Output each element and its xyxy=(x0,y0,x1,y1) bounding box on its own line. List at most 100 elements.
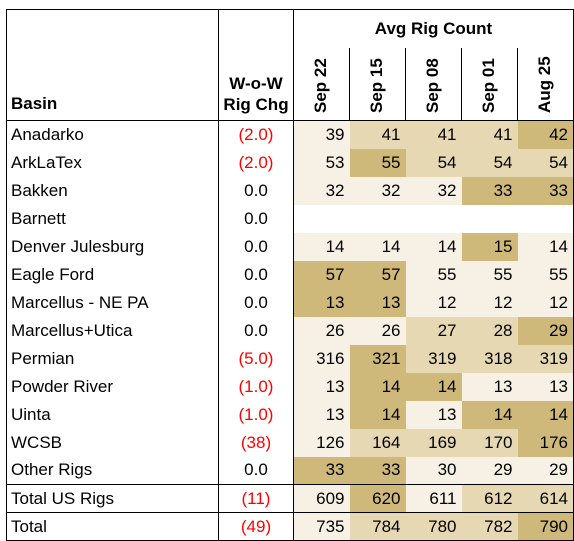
rig-count-cell: 614 xyxy=(517,484,574,513)
rig-count-cell: 612 xyxy=(461,484,518,513)
rig-count-cell: 14 xyxy=(517,232,574,261)
rig-count-cell: 57 xyxy=(293,260,350,289)
table-row: Powder River (1.0) 13 14 14 13 13 xyxy=(6,372,574,401)
rig-count-cell: 26 xyxy=(293,316,350,345)
wow-change-cell: 0.0 xyxy=(218,176,294,205)
rig-count-cell: 13 xyxy=(405,400,462,429)
basin-name-cell: Denver Julesburg xyxy=(6,232,219,261)
wow-change-cell: 0.0 xyxy=(218,260,294,289)
table-row: Denver Julesburg 0.0 14 14 14 15 14 xyxy=(6,232,574,261)
basin-name-cell: ArkLaTex xyxy=(6,148,219,177)
date-header: Sep 08 xyxy=(405,48,462,121)
rig-count-cell: 13 xyxy=(349,288,406,317)
rig-count-cell: 41 xyxy=(349,120,406,149)
wow-change-cell: 0.0 xyxy=(218,232,294,261)
rig-count-cell: 12 xyxy=(461,288,518,317)
rig-count-cell: 13 xyxy=(293,288,350,317)
rig-count-cell: 14 xyxy=(405,232,462,261)
table-row: Marcellus+Utica 0.0 26 26 27 28 29 xyxy=(6,316,574,345)
rig-count-cell: 170 xyxy=(461,428,518,457)
date-header-label: Sep 22 xyxy=(311,58,330,113)
rig-count-cell: 32 xyxy=(293,176,350,205)
rig-count-cell: 29 xyxy=(517,316,574,345)
rig-count-cell: 29 xyxy=(517,456,574,485)
rig-count-cell: 55 xyxy=(405,260,462,289)
total-row: Total US Rigs (11) 609 620 611 612 614 xyxy=(6,484,574,513)
rig-count-cell: 13 xyxy=(293,372,350,401)
rig-count-cell: 54 xyxy=(461,148,518,177)
wow-change-cell: (1.0) xyxy=(218,372,294,401)
basin-name-cell: Total US Rigs xyxy=(6,484,219,513)
rig-count-cell: 13 xyxy=(517,372,574,401)
rig-count-cell: 735 xyxy=(293,512,350,541)
wow-column-header: W-o-W Rig Chg xyxy=(218,9,294,121)
basin-name-cell: Barnett xyxy=(6,204,219,233)
rig-count-cell: 316 xyxy=(293,344,350,373)
table-row: Permian (5.0) 316 321 319 318 319 xyxy=(6,344,574,373)
rig-count-cell: 53 xyxy=(293,148,350,177)
rig-count-cell xyxy=(294,205,350,233)
total-row: Total (49) 735 784 780 782 790 xyxy=(6,512,574,541)
date-header: Sep 01 xyxy=(461,48,518,121)
wow-change-cell: (11) xyxy=(218,484,294,513)
rig-count-cell: 42 xyxy=(517,120,574,149)
rig-count-cell: 55 xyxy=(461,260,518,289)
rig-count-cell: 28 xyxy=(461,316,518,345)
wow-change-cell: (38) xyxy=(218,428,294,457)
rig-count-cell: 14 xyxy=(349,232,406,261)
rig-count-cell: 13 xyxy=(461,372,518,401)
rig-count-cell xyxy=(517,204,574,233)
rig-count-cell: 32 xyxy=(405,176,462,205)
date-header: Sep 15 xyxy=(349,48,406,121)
date-header-label: Aug 25 xyxy=(535,56,554,113)
rig-count-cell xyxy=(406,205,462,233)
rig-count-cell: 611 xyxy=(405,484,462,513)
rig-count-cell: 54 xyxy=(517,148,574,177)
rig-count-cell: 780 xyxy=(405,512,462,541)
basin-name-cell: Uinta xyxy=(6,400,219,429)
wow-change-cell: (5.0) xyxy=(218,344,294,373)
rig-count-cell: 41 xyxy=(461,120,518,149)
date-header-label: Sep 15 xyxy=(367,58,386,113)
rig-count-cell: 54 xyxy=(405,148,462,177)
rig-count-cell: 784 xyxy=(349,512,406,541)
rig-count-cell: 169 xyxy=(405,428,462,457)
wow-change-cell: (2.0) xyxy=(218,120,294,149)
table-row: Bakken 0.0 32 32 32 33 33 xyxy=(6,176,574,205)
rig-count-cell: 26 xyxy=(349,316,406,345)
rig-count-cell: 33 xyxy=(517,176,574,205)
wow-change-cell: (49) xyxy=(218,512,294,541)
rig-count-cell: 33 xyxy=(349,456,406,485)
rig-count-cell: 318 xyxy=(461,344,518,373)
rig-count-cell: 41 xyxy=(405,120,462,149)
table-row: WCSB (38) 126 164 169 170 176 xyxy=(6,428,574,457)
table-row: ArkLaTex (2.0) 53 55 54 54 54 xyxy=(6,148,574,177)
rig-count-cell: 14 xyxy=(517,400,574,429)
rig-count-cell xyxy=(462,205,518,233)
rig-count-cell: 57 xyxy=(349,260,406,289)
rig-count-cell: 32 xyxy=(349,176,406,205)
rig-count-cell: 55 xyxy=(517,260,574,289)
table-row: Anadarko (2.0) 39 41 41 41 42 xyxy=(6,120,574,149)
basin-name-cell: Marcellus+Utica xyxy=(6,316,219,345)
basin-name-cell: Bakken xyxy=(6,176,219,205)
rig-count-table: Basin W-o-W Rig Chg Avg Rig Count Sep 22… xyxy=(6,9,574,541)
wow-change-cell: 0.0 xyxy=(218,288,294,317)
table-row: Marcellus - NE PA 0.0 13 13 12 12 12 xyxy=(6,288,574,317)
basin-name-cell: Other Rigs xyxy=(6,456,219,485)
rig-count-cell: 33 xyxy=(461,176,518,205)
rig-count-cell: 321 xyxy=(349,344,406,373)
table-row: Eagle Ford 0.0 57 57 55 55 55 xyxy=(6,260,574,289)
date-header: Aug 25 xyxy=(517,48,574,121)
rig-count-cell: 126 xyxy=(293,428,350,457)
rig-count-cell: 33 xyxy=(293,456,350,485)
date-header-label: Sep 01 xyxy=(479,58,498,113)
rig-count-cell: 782 xyxy=(461,512,518,541)
rig-count-cell: 609 xyxy=(293,484,350,513)
wow-change-cell: 0.0 xyxy=(218,456,294,485)
date-header: Sep 22 xyxy=(293,48,350,121)
rig-count-cell: 39 xyxy=(293,120,350,149)
table-row: Barnett 0.0 xyxy=(6,204,574,233)
rig-count-cell: 14 xyxy=(349,400,406,429)
rig-count-cell: 14 xyxy=(461,400,518,429)
